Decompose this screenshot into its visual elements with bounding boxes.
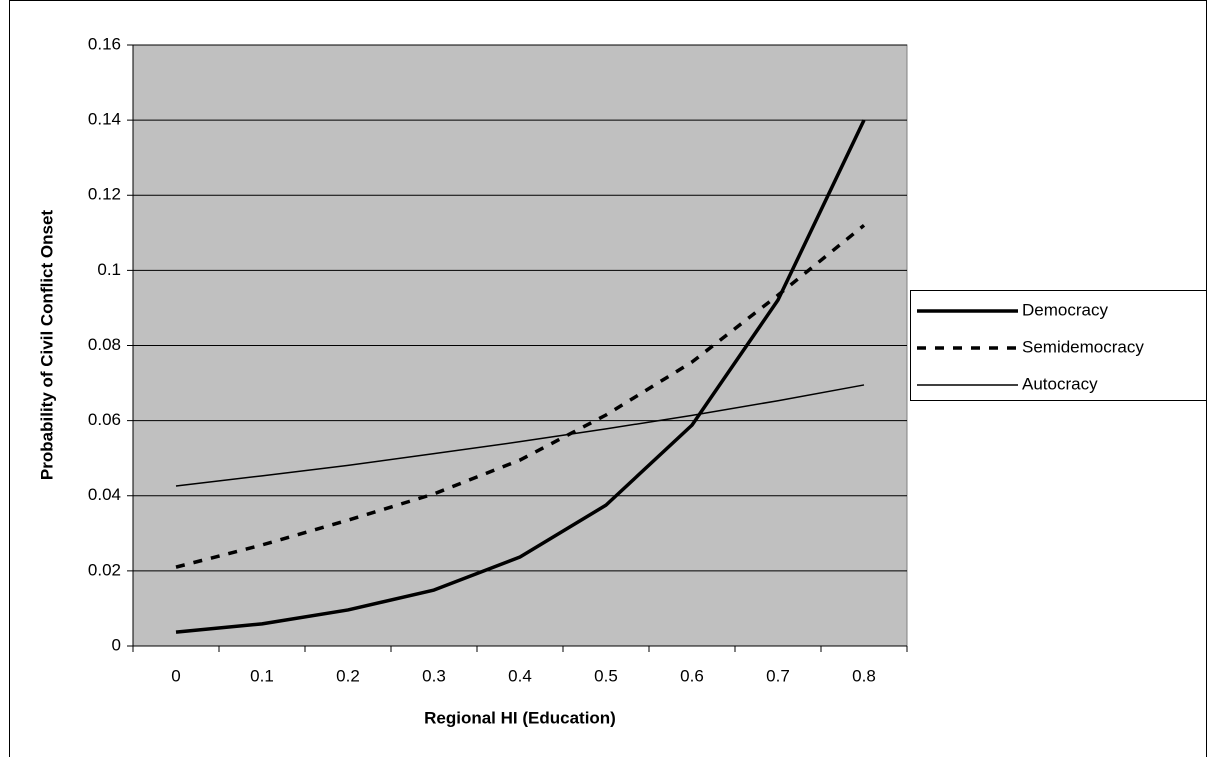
y-tick-label: 0.02 [88, 560, 121, 579]
x-tick-label: 0.2 [336, 666, 360, 685]
y-tick-label: 0.16 [88, 34, 121, 53]
x-axis-title: Regional HI (Education) [424, 708, 616, 727]
x-tick-label: 0.1 [250, 666, 274, 685]
y-tick-label: 0.12 [88, 185, 121, 204]
y-tick-label: 0 [112, 635, 121, 654]
y-axis-title: Probability of Civil Conflict Onset [37, 210, 56, 480]
y-tick-label: 0.08 [88, 335, 121, 354]
legend-label: Democracy [1022, 300, 1108, 319]
x-tick-label: 0 [171, 666, 180, 685]
series-line [175, 384, 865, 487]
legend-label: Semidemocracy [1022, 337, 1144, 356]
y-tick-label: 0.14 [88, 110, 121, 129]
series-line [175, 223, 866, 569]
x-tick-label: 0.6 [680, 666, 704, 685]
x-tick-label: 0.7 [766, 666, 790, 685]
y-tick-label: 0.1 [97, 260, 121, 279]
legend-box [910, 290, 1207, 401]
legend-label: Autocracy [1022, 374, 1098, 393]
y-tick-label: 0.04 [88, 485, 121, 504]
x-tick-label: 0.8 [852, 666, 876, 685]
series-line [175, 119, 866, 634]
x-tick-label: 0.4 [508, 666, 532, 685]
y-tick-label: 0.06 [88, 410, 121, 429]
x-tick-label: 0.3 [422, 666, 446, 685]
x-tick-label: 0.5 [594, 666, 618, 685]
